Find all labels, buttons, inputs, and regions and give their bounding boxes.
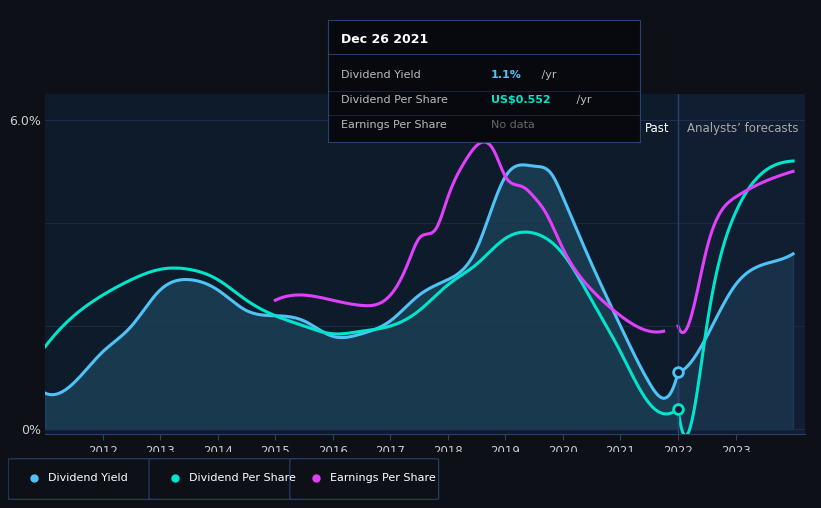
Text: No data: No data: [491, 120, 534, 130]
Bar: [678, 94, 805, 434]
Text: Dividend Per Share: Dividend Per Share: [190, 472, 296, 483]
Text: /yr: /yr: [573, 94, 591, 105]
Text: Earnings Per Share: Earnings Per Share: [341, 120, 447, 130]
FancyBboxPatch shape: [290, 459, 438, 499]
Text: Dec 26 2021: Dec 26 2021: [341, 33, 428, 46]
Text: /yr: /yr: [538, 70, 557, 80]
Text: Past: Past: [644, 122, 669, 135]
Text: 1.1%: 1.1%: [491, 70, 521, 80]
Text: Dividend Per Share: Dividend Per Share: [341, 94, 447, 105]
Text: Dividend Yield: Dividend Yield: [341, 70, 420, 80]
Text: Earnings Per Share: Earnings Per Share: [330, 472, 436, 483]
Text: US$0.552: US$0.552: [491, 94, 550, 105]
FancyBboxPatch shape: [149, 459, 298, 499]
Text: Dividend Yield: Dividend Yield: [48, 472, 128, 483]
Text: Analysts’ forecasts: Analysts’ forecasts: [686, 122, 798, 135]
FancyBboxPatch shape: [8, 459, 157, 499]
